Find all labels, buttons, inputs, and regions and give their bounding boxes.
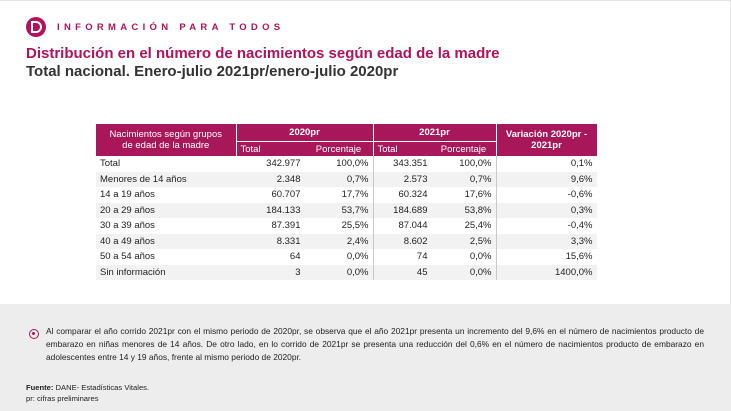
cell-pct-2021: 2,5% — [431, 233, 496, 249]
col-total-2020: Total — [235, 141, 305, 156]
variation-header: Variación 2020pr - 2021pr — [495, 124, 597, 156]
col-total-2021: Total — [372, 141, 432, 156]
note-band — [0, 304, 731, 411]
row-label: 50 a 54 años — [100, 251, 155, 263]
variation-header-line1: Variación 2020pr - — [505, 129, 588, 140]
table-row: Sin información 3 0,0% 45 0,0% 1400,0% — [96, 264, 597, 280]
cell-pct-2021: 25,4% — [464, 220, 492, 232]
cell-pct-2021: 17,6% — [464, 189, 492, 201]
cell-pct-2020: 100,0% — [336, 158, 369, 170]
cell-pct-2021: 0,0% — [431, 264, 496, 280]
cell-total-2020: 64 — [289, 251, 301, 263]
table-row: 14 a 19 años 60.707 17,7% 60.324 17,6% -… — [96, 187, 597, 203]
cell-pct-2021: 0,0% — [469, 251, 492, 263]
cell-total-2020: 8.331 — [236, 233, 305, 249]
col-pct-2021: Porcentaje — [431, 141, 496, 156]
cell-total-2020: 2.348 — [236, 171, 305, 187]
cell-pct-2020: 25,5% — [341, 220, 369, 232]
cell-total-2021: 45 — [372, 264, 432, 280]
source-text: DANE- Estadísticas Vitales. — [53, 383, 150, 392]
year-2020-header: 2020pr — [235, 124, 373, 142]
page-title: Distribución en el número de nacimientos… — [26, 45, 500, 62]
cell-total-2021: 60.324 — [372, 187, 432, 203]
row-label: 14 a 19 años — [100, 189, 155, 201]
bullet-circle-icon — [29, 329, 39, 339]
source-block: Fuente: DANE- Estadísticas Vitales. pr: … — [26, 383, 149, 404]
note-paragraph: Al comparar el año corrido 2021pr con el… — [46, 326, 704, 362]
cell-total-2020: 184.133 — [236, 202, 305, 218]
table-row: Total 342.977 100,0% 343.351 100,0% 0,1% — [96, 156, 597, 172]
table-header-row-2: Total Porcentaje Total Porcentaje — [96, 141, 597, 156]
cell-variation: -0,4% — [495, 218, 597, 234]
cell-total-2020: 60.707 — [271, 189, 301, 201]
cell-total-2021: 343.351 — [372, 156, 432, 172]
page-subtitle: Total nacional. Enero-julio 2021pr/enero… — [26, 63, 399, 80]
cell-pct-2020: 53,7% — [304, 202, 373, 218]
cell-total-2021: 184.689 — [372, 202, 432, 218]
cell-total-2020: 3 — [236, 264, 305, 280]
cell-pct-2020: 2,4% — [304, 233, 373, 249]
age-group-header-line1: Nacimientos según grupos — [109, 129, 222, 140]
table-row: 30 a 39 años 87.391 25,5% 87.044 25,4% -… — [96, 218, 597, 234]
cell-total-2020: 87.391 — [271, 220, 301, 232]
table-row: 40 a 49 años 8.331 2,4% 8.602 2,5% 3,3% — [96, 233, 597, 249]
source-label: Fuente: — [26, 383, 54, 392]
frame-top-line — [0, 0, 731, 1]
cell-pct-2020: 0,7% — [304, 171, 373, 187]
age-group-header-line2: de edad de la madre — [122, 140, 210, 151]
cell-total-2021: 74 — [372, 249, 432, 265]
cell-total-2021: 87.044 — [372, 218, 432, 234]
table-row: Menores de 14 años 2.348 0,7% 2.573 0,7%… — [96, 171, 597, 187]
variation-header-line2: 2021pr — [531, 140, 562, 151]
cell-pct-2020: 0,0% — [304, 264, 373, 280]
source-line: Fuente: DANE- Estadísticas Vitales. — [26, 383, 149, 394]
table-row: 20 a 29 años 184.133 53,7% 184.689 53,8%… — [96, 202, 597, 218]
col-pct-2020: Porcentaje — [304, 141, 373, 156]
cell-variation: 0,1% — [495, 156, 597, 172]
cell-variation: 1400,0% — [495, 264, 597, 280]
cell-variation: 0,3% — [495, 202, 597, 218]
cell-total-2021: 8.602 — [372, 233, 432, 249]
cell-pct-2020: 17,7% — [341, 189, 369, 201]
births-table: Nacimientos según grupos de edad de la m… — [96, 124, 597, 280]
header-tagline: INFORMACIÓN PARA TODOS — [57, 22, 285, 33]
table-header-row-1: Nacimientos según grupos de edad de la m… — [96, 124, 597, 156]
cell-variation: -0,6% — [495, 187, 597, 203]
age-group-header: Nacimientos según grupos de edad de la m… — [96, 124, 236, 156]
row-label: 30 a 39 años — [100, 220, 155, 232]
cell-total-2020: 342.977 — [266, 158, 301, 170]
cell-variation: 3,3% — [495, 233, 597, 249]
source-footnote: pr: cifras preliminares — [26, 393, 99, 403]
cell-variation: 9,6% — [495, 171, 597, 187]
cell-pct-2020: 0,0% — [346, 251, 369, 263]
year-2021-header: 2021pr — [372, 124, 496, 142]
row-label: Total — [100, 158, 121, 170]
dane-logo-icon — [26, 17, 46, 37]
row-label: Sin información — [96, 264, 236, 280]
cell-pct-2021: 100,0% — [459, 158, 492, 170]
cell-variation: 15,6% — [495, 249, 597, 265]
row-label: Menores de 14 años — [96, 171, 236, 187]
cell-pct-2021: 53,8% — [431, 202, 496, 218]
cell-total-2021: 2.573 — [372, 171, 432, 187]
table-row: 50 a 54 años 64 0,0% 74 0,0% 15,6% — [96, 249, 597, 265]
cell-pct-2021: 0,7% — [431, 171, 496, 187]
row-label: 20 a 29 años — [96, 202, 236, 218]
row-label: 40 a 49 años — [96, 233, 236, 249]
